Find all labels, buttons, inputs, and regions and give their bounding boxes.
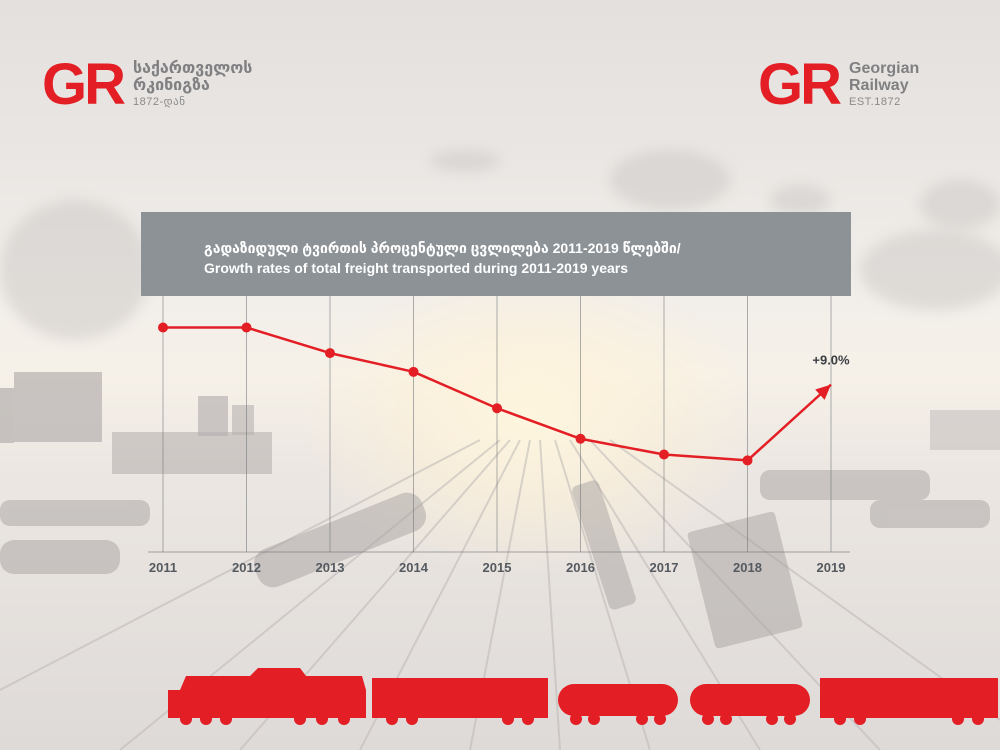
data-point [742, 455, 753, 466]
x-tick-label: 2011 [149, 560, 177, 575]
logo-line3: EST.1872 [849, 96, 901, 109]
data-point [241, 322, 252, 333]
wheel [636, 713, 648, 725]
wheel [316, 713, 328, 725]
x-tick-label: 2012 [232, 560, 261, 575]
wheel [834, 713, 846, 725]
cloud [610, 150, 730, 210]
tank-car [690, 684, 810, 716]
chart-subtitle: Growth rates of total freight transporte… [204, 260, 628, 276]
chart-series [158, 322, 832, 466]
chart-annotations: +9.0% [812, 353, 850, 368]
wheel [702, 713, 714, 725]
cloud [430, 150, 500, 172]
data-point [408, 366, 419, 377]
logo-line2: რკინიგზა [133, 77, 210, 95]
wheel [180, 713, 192, 725]
wheel [338, 713, 350, 725]
cloud [0, 200, 150, 340]
cloud [920, 180, 1000, 230]
boxcar [820, 678, 998, 718]
wheel [766, 713, 778, 725]
boxcar [372, 678, 548, 718]
wheel [654, 713, 666, 725]
locomotive [168, 668, 366, 718]
cloud [770, 185, 830, 215]
cloud [860, 230, 1000, 310]
wheel [784, 713, 796, 725]
wheel [522, 713, 534, 725]
data-point [158, 322, 168, 333]
logo-english: GR Georgian Railway EST.1872 [758, 56, 919, 114]
x-tick-label: 2019 [817, 560, 846, 575]
x-tick-label: 2015 [483, 560, 512, 575]
x-tick-label: 2013 [316, 560, 345, 575]
tank-car [558, 684, 678, 716]
chart-grid [148, 296, 850, 553]
wheel [220, 713, 232, 725]
logo-text: საქართველოს რკინიგზა 1872-დან [133, 61, 252, 108]
wheel [386, 713, 398, 725]
wheel [294, 713, 306, 725]
x-tick-label: 2014 [399, 560, 429, 575]
chart-title-box: გადაზიდული ტვირთის პროცენტული ცვლილება 2… [141, 212, 851, 296]
data-point [325, 348, 335, 359]
logo-mark: GR [758, 52, 842, 117]
wheel [570, 713, 582, 725]
x-axis-ticks: 2011 2012 2013 2014 2015 2016 2017 2018 2019 [149, 560, 846, 575]
wheel [720, 713, 732, 725]
logo-line2: Railway [849, 77, 909, 95]
logo-mark: GR [42, 52, 126, 117]
arrowhead-marker [815, 384, 831, 400]
wheel [200, 713, 212, 725]
logo-line1: საქართველოს [133, 60, 253, 78]
chart-title: გადაზიდული ტვირთის პროცენტული ცვლილება 2… [204, 240, 681, 256]
x-tick-label: 2016 [566, 560, 595, 575]
x-tick-label: 2018 [733, 560, 762, 575]
wheel [972, 713, 984, 725]
x-tick-label: 2017 [650, 560, 679, 575]
wheel [588, 713, 600, 725]
logo-georgian: GR საქართველოს რკინიგზა 1872-დან [42, 56, 252, 114]
wheel [406, 713, 418, 725]
data-point [575, 433, 586, 444]
logo-text: Georgian Railway EST.1872 [849, 61, 919, 108]
wheel [952, 713, 964, 725]
logo-line3: 1872-დან [133, 96, 186, 109]
data-point [492, 403, 502, 414]
data-label: +9.0% [812, 353, 850, 368]
data-point [659, 449, 669, 460]
wheel [854, 713, 866, 725]
wheel [502, 713, 514, 725]
logo-line1: Georgian [849, 60, 920, 78]
